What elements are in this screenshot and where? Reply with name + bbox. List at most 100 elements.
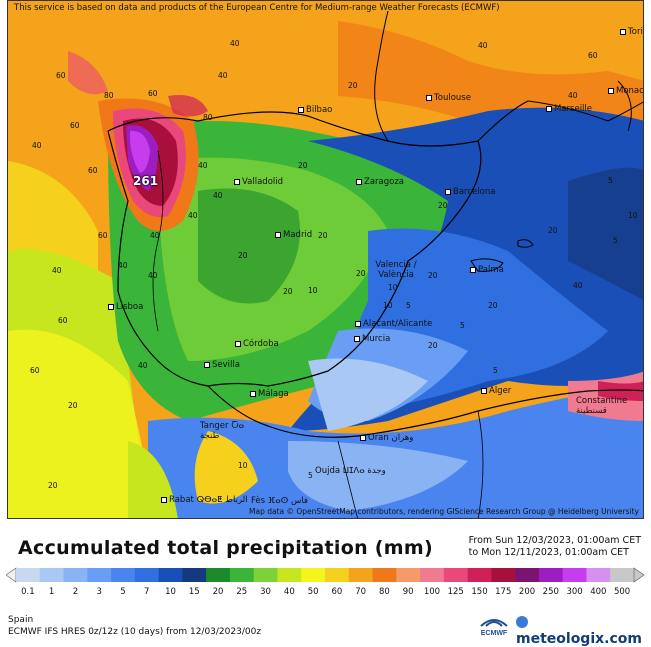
- city-alger[interactable]: Alger: [481, 386, 511, 396]
- city-marseille[interactable]: Marseille: [546, 104, 592, 114]
- city-marker: [620, 28, 626, 35]
- city-barcelona[interactable]: Barcelona: [445, 187, 495, 197]
- city-constantine[interactable]: Constantine قسنطينة: [576, 396, 636, 416]
- contour-value-label: 60: [30, 366, 40, 375]
- contour-value-label: 10: [383, 301, 393, 310]
- city-torino[interactable]: Torino: [620, 27, 643, 37]
- city-murcia[interactable]: Murcia: [354, 334, 390, 344]
- scale-tick-label: 15: [188, 587, 200, 597]
- scale-tick-label: 40: [283, 587, 295, 597]
- city-marker: [426, 94, 432, 101]
- contour-value-label: 10: [628, 211, 638, 220]
- city-label: Valladolid: [242, 177, 284, 187]
- contour-value-label: 10: [388, 283, 398, 292]
- city-label: Madrid: [283, 230, 313, 240]
- contour-value-label: 20: [68, 401, 78, 410]
- city-label: Torino: [628, 27, 643, 37]
- city-oran[interactable]: Oran وهران: [360, 433, 413, 443]
- scale-tick-label: 150: [471, 587, 488, 597]
- city-valladolid[interactable]: Valladolid: [234, 177, 283, 187]
- city-rabat[interactable]: Rabat ⵕⴱⴰⵟ الرباط: [161, 495, 248, 505]
- period-from: From Sun 12/03/2023, 01:00am CET: [468, 535, 641, 546]
- scale-swatch: [277, 568, 302, 582]
- contour-value-label: 60: [588, 51, 598, 60]
- city-label: Tanger Ⴀⴰ طنجة: [200, 421, 245, 441]
- city-label: Palma: [478, 265, 504, 275]
- city-label: Alacant/Alicante: [363, 319, 433, 329]
- scale-swatch: [206, 568, 231, 582]
- contour-value-label: 5: [613, 236, 618, 245]
- city-marker: [275, 231, 281, 238]
- precipitation-map[interactable]: This service is based on data and produc…: [7, 0, 644, 519]
- brand-logo[interactable]: meteologix.com: [516, 615, 651, 647]
- scale-tick-label: 90: [402, 587, 414, 597]
- contour-value-label: 60: [98, 231, 108, 240]
- contour-value-label: 40: [213, 191, 223, 200]
- scale-tick-label: 175: [495, 587, 512, 597]
- city-marker: [608, 87, 614, 94]
- contour-value-label: 60: [148, 89, 158, 98]
- scale-tick-label: 500: [613, 587, 631, 597]
- contour-value-label: 40: [150, 231, 160, 240]
- city-label: Toulouse: [434, 93, 471, 103]
- city-tanger[interactable]: Tanger Ⴀⴰ طنجة: [200, 421, 260, 441]
- contour-value-label: 40: [188, 211, 198, 220]
- city-label: Zaragoza: [364, 177, 405, 187]
- contour-value-label: 40: [218, 71, 228, 80]
- scale-tick-label: 3: [96, 587, 102, 597]
- contour-value-label: 20: [438, 201, 448, 210]
- period-to: to Mon 12/11/2023, 01:00am CET: [468, 547, 629, 558]
- contour-value-label: 40: [148, 271, 158, 280]
- city-palma[interactable]: Palma: [470, 265, 504, 275]
- city-toulouse[interactable]: Toulouse: [426, 93, 471, 103]
- max-value-label: 261: [133, 174, 159, 188]
- contour-value-label: 40: [32, 141, 42, 150]
- contour-value-label: 5: [493, 366, 498, 375]
- contour-value-label: 20: [356, 269, 366, 278]
- city-marker: [470, 266, 476, 273]
- city-lisboa[interactable]: Lisboa: [108, 302, 143, 312]
- scale-tick-label: 400: [590, 587, 607, 597]
- scale-swatch: [134, 568, 159, 582]
- city-madrid[interactable]: Madrid: [275, 230, 312, 240]
- ecmwf-notice: This service is based on data and produc…: [14, 3, 500, 13]
- contour-value-label: 20: [298, 161, 308, 170]
- city-oujda[interactable]: Oujda ⵡⵊⴷⴰ وجدة: [315, 466, 386, 476]
- city-alicante[interactable]: Alacant/Alicante: [355, 319, 432, 329]
- map-canvas: [8, 1, 643, 518]
- scale-arrow-left: [6, 567, 17, 583]
- scale-tick-label: 25: [236, 587, 248, 597]
- city-cordoba[interactable]: Córdoba: [235, 339, 279, 349]
- city-monaco[interactable]: Monaco: [608, 86, 643, 96]
- contour-value-label: 40: [52, 266, 62, 275]
- contour-value-label: 40: [138, 361, 148, 370]
- scale-swatch: [325, 568, 350, 582]
- city-label: Málaga: [258, 389, 289, 399]
- city-marker: [360, 434, 366, 441]
- contour-value-label: 10: [308, 286, 318, 295]
- scale-swatch: [87, 568, 112, 582]
- city-zaragoza[interactable]: Zaragoza: [356, 177, 404, 187]
- city-fes[interactable]: Fès ⴼⴰⵙ فاس: [251, 496, 308, 506]
- city-malaga[interactable]: Málaga: [250, 389, 289, 399]
- contour-value-label: 20: [348, 81, 358, 90]
- city-marker: [250, 390, 256, 397]
- city-marker: [204, 361, 210, 368]
- city-sevilla[interactable]: Sevilla: [204, 360, 240, 370]
- scale-swatch: [396, 568, 421, 582]
- contour-value-label: 20: [428, 341, 438, 350]
- scale-tick-label: 2: [72, 587, 79, 597]
- legend-panel: Accumulated total precipitation (mm) Fro…: [0, 519, 651, 647]
- scale-swatch: [538, 568, 563, 582]
- city-bilbao[interactable]: Bilbao: [298, 105, 332, 115]
- scale-tick-label: 5: [120, 587, 126, 597]
- city-marker: [354, 335, 360, 342]
- city-marker: [235, 340, 241, 347]
- scale-swatch: [467, 568, 492, 582]
- region-label: Spain: [8, 615, 34, 625]
- city-label: Oujda ⵡⵊⴷⴰ وجدة: [315, 466, 386, 476]
- city-marker: [298, 106, 304, 113]
- city-valencia[interactable]: Valencia / València: [366, 260, 426, 280]
- contour-value-label: 5: [460, 321, 465, 330]
- scale-swatch: [562, 568, 587, 582]
